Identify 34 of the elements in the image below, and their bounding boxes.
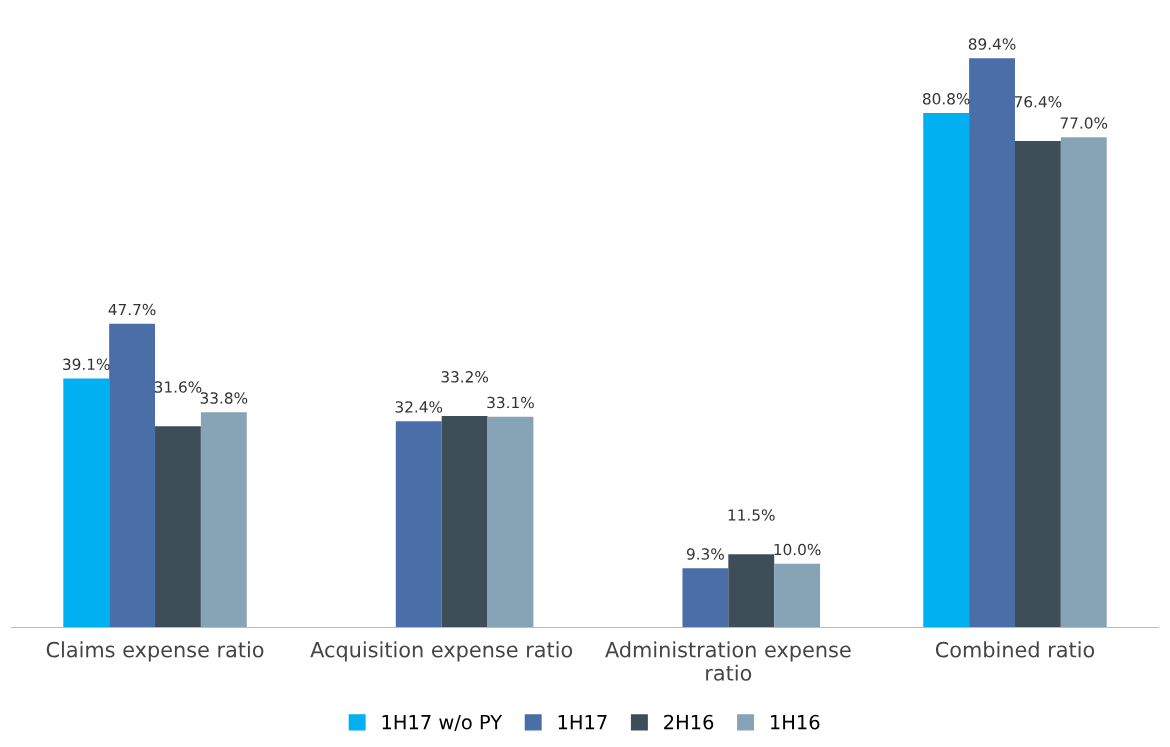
data-label: 33.1%: [487, 396, 534, 409]
bar: [155, 426, 201, 628]
data-label: 33.8%: [200, 392, 248, 404]
legend-label: 1H17: [558, 715, 607, 730]
bar: [774, 563, 821, 628]
x-tick-label: Combined ratio: [935, 641, 1095, 658]
bar: [487, 416, 534, 628]
bar: [1060, 137, 1107, 628]
bar: [395, 421, 442, 628]
bar: [441, 416, 488, 628]
bar: [1014, 141, 1061, 628]
data-label: 10.0%: [774, 543, 821, 556]
data-label: 9.3%: [686, 548, 724, 560]
bar: [969, 58, 1015, 628]
legend-label: 1H16: [771, 714, 820, 730]
data-label: 32.4%: [395, 401, 443, 413]
bar: [728, 554, 775, 628]
data-label: 77.0%: [1060, 117, 1108, 129]
data-label: 33.2%: [441, 371, 489, 383]
bar: [682, 568, 729, 628]
data-label: 89.4%: [968, 38, 1016, 50]
bar: [923, 113, 970, 628]
data-label: 47.7%: [108, 303, 156, 316]
bar: [63, 378, 110, 628]
data-label: 76.4%: [1014, 96, 1062, 108]
x-tick-label: Administration expense ratio: [605, 641, 851, 681]
legend-label: 2H16: [664, 714, 714, 730]
legend-label: 1H17 w/o PY: [382, 715, 503, 731]
data-label: 11.5%: [728, 509, 775, 521]
x-tick-label: Acquisition expense ratio: [310, 641, 573, 662]
data-label: 31.6%: [154, 381, 202, 393]
bar: [109, 323, 156, 628]
bar: [200, 412, 247, 628]
x-tick-label: Claims expense ratio: [46, 641, 264, 662]
